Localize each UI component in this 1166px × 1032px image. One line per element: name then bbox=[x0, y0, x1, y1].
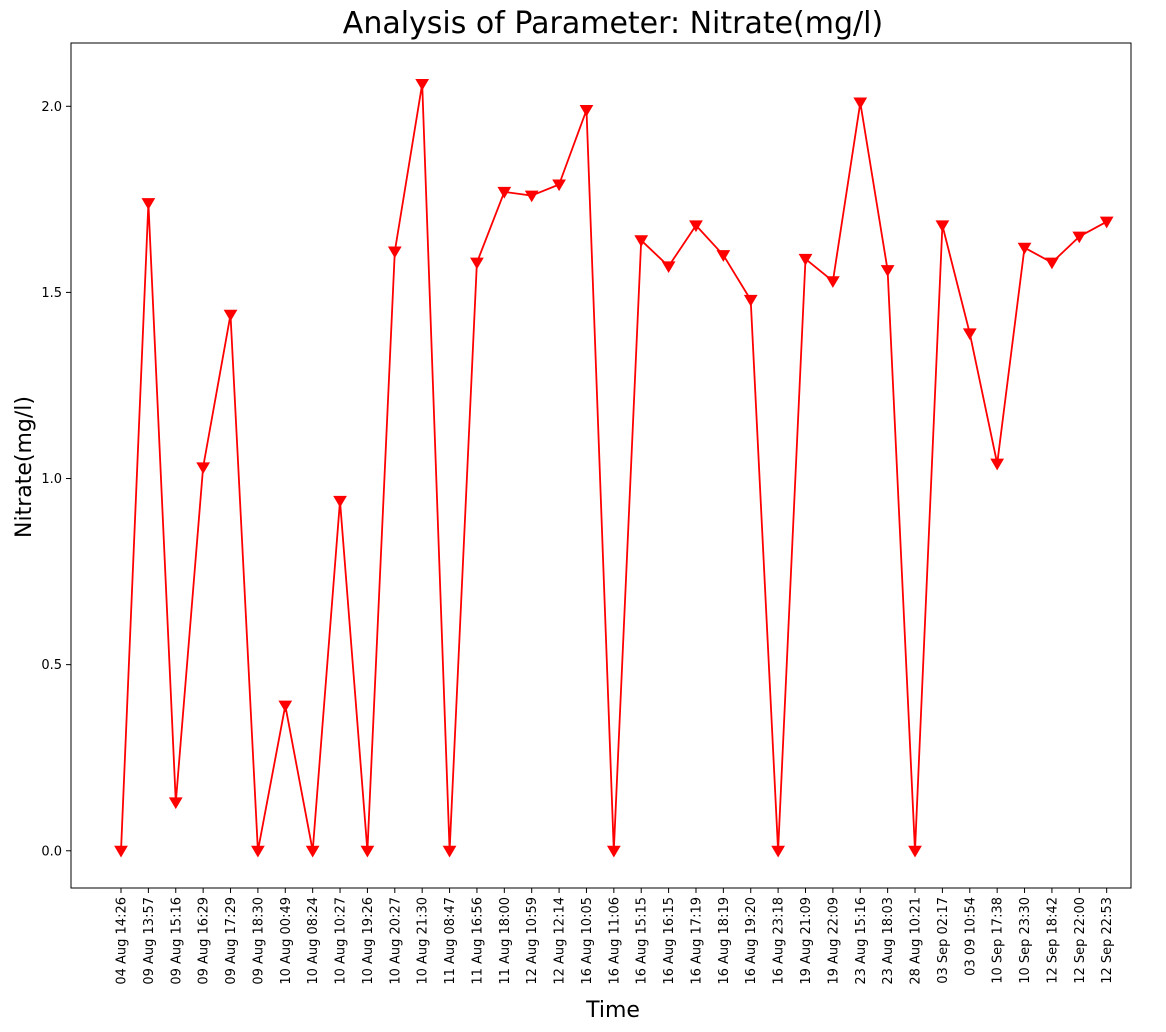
data-point-marker bbox=[415, 78, 430, 91]
data-point-marker bbox=[853, 97, 868, 110]
x-tick-label: 16 Aug 17:19 bbox=[689, 897, 704, 985]
data-point-marker bbox=[606, 845, 621, 858]
x-tick-label: 10 Sep 17:38 bbox=[991, 897, 1006, 984]
x-tick-label: 10 Aug 20:27 bbox=[388, 897, 403, 985]
y-axis-label: Nitrate(mg/l) bbox=[12, 396, 37, 538]
data-point-marker bbox=[1045, 257, 1059, 270]
x-tick-label: 11 Aug 18:00 bbox=[498, 897, 513, 985]
data-point-marker bbox=[524, 190, 539, 203]
data-point-marker bbox=[935, 220, 950, 233]
data-point-marker bbox=[470, 257, 484, 270]
x-tick-label: 16 Aug 19:20 bbox=[744, 897, 759, 985]
x-tick-label: 09 Aug 15:16 bbox=[169, 897, 184, 985]
data-point-marker bbox=[990, 458, 1005, 471]
x-tick-label: 23 Aug 18:03 bbox=[881, 897, 896, 985]
data-point-marker bbox=[497, 186, 512, 199]
x-tick-label: 03 Sep 02:17 bbox=[936, 897, 951, 984]
data-point-marker bbox=[634, 235, 649, 247]
data-point-marker bbox=[387, 246, 402, 259]
x-tick-label: 10 Aug 19:26 bbox=[361, 897, 376, 985]
data-point-marker bbox=[114, 845, 128, 858]
data-point-marker bbox=[278, 700, 293, 713]
data-point-marker bbox=[1072, 231, 1087, 244]
x-tick-label: 04 Aug 14:26 bbox=[115, 897, 130, 985]
x-tick-label: 09 Aug 16:29 bbox=[197, 897, 212, 985]
x-tick-label: 12 Sep 22:53 bbox=[1100, 897, 1115, 984]
data-point-marker bbox=[141, 198, 156, 210]
x-tick-label: 09 Aug 17:29 bbox=[224, 897, 239, 985]
data-point-marker bbox=[196, 462, 211, 475]
x-tick-label: 16 Aug 15:15 bbox=[635, 897, 650, 985]
data-point-marker bbox=[962, 328, 977, 341]
x-tick-label: 11 Aug 08:47 bbox=[443, 897, 458, 985]
x-tick-label: 10 Aug 08:24 bbox=[306, 897, 321, 985]
x-tick-label: 10 Sep 23:30 bbox=[1018, 897, 1033, 984]
x-tick-label: 12 Sep 22:00 bbox=[1073, 897, 1088, 984]
data-point-marker bbox=[223, 309, 238, 322]
x-tick-label: 10 Aug 10:27 bbox=[334, 897, 349, 985]
data-point-marker bbox=[579, 105, 594, 117]
series-line bbox=[120, 83, 1108, 852]
data-point-marker bbox=[168, 797, 183, 810]
x-tick-label: 12 Aug 12:14 bbox=[553, 897, 568, 985]
data-point-marker bbox=[1099, 216, 1114, 229]
x-tick-label: 10 Aug 00:49 bbox=[279, 897, 294, 985]
y-axis: 0.0 0.5 1.0 1.5 2.0 bbox=[41, 100, 71, 859]
x-tick-label: 16 Aug 10:05 bbox=[580, 897, 595, 985]
data-point-marker bbox=[305, 845, 320, 858]
x-tick-label: 23 Aug 15:16 bbox=[854, 897, 869, 985]
x-tick-label: 03 09 10:54 bbox=[963, 897, 978, 976]
x-tick-label: 19 Aug 21:09 bbox=[799, 897, 814, 985]
y-tick-label: 0.0 bbox=[41, 844, 62, 859]
x-tick-label: 16 Aug 23:18 bbox=[772, 897, 787, 985]
x-tick-label: 11 Aug 16:56 bbox=[470, 897, 485, 985]
x-axis-label: Time bbox=[585, 998, 640, 1023]
data-point-marker bbox=[771, 845, 785, 858]
data-point-marker bbox=[689, 220, 703, 233]
x-tick-label: 16 Aug 11:06 bbox=[607, 897, 622, 985]
x-tick-label: 16 Aug 16:15 bbox=[662, 897, 677, 985]
data-point-marker bbox=[880, 265, 895, 277]
data-point-marker bbox=[552, 179, 566, 192]
data-point-marker bbox=[716, 250, 731, 262]
chart-title: Analysis of Parameter: Nitrate(mg/l) bbox=[343, 6, 883, 41]
x-tick-label: 09 Aug 18:30 bbox=[251, 897, 266, 985]
data-point-marker bbox=[743, 294, 758, 307]
data-point-marker bbox=[798, 253, 813, 266]
data-point-marker bbox=[251, 845, 265, 858]
data-point-marker bbox=[333, 495, 347, 508]
x-axis: 04 Aug 14:26 09 Aug 13:57 09 Aug 15:16 09 A… bbox=[115, 888, 1115, 985]
y-tick-label: 1.0 bbox=[41, 472, 62, 487]
y-tick-label: 2.0 bbox=[41, 100, 62, 115]
data-point-marker bbox=[826, 276, 840, 288]
x-tick-label: 12 Aug 10:59 bbox=[525, 897, 540, 985]
data-point-marker bbox=[442, 845, 457, 858]
x-tick-label: 12 Sep 18:42 bbox=[1045, 897, 1060, 984]
data-point-marker bbox=[661, 261, 676, 274]
x-tick-label: 19 Aug 22:09 bbox=[826, 897, 841, 985]
x-tick-label: 10 Aug 21:30 bbox=[416, 897, 431, 985]
x-tick-label: 09 Aug 13:57 bbox=[142, 897, 157, 985]
y-tick-label: 1.5 bbox=[41, 286, 62, 301]
data-point-marker bbox=[360, 845, 375, 858]
data-point-marker bbox=[1017, 242, 1032, 255]
x-tick-label: 28 Aug 10:21 bbox=[909, 897, 924, 985]
plot-area-frame bbox=[70, 42, 1132, 889]
x-tick-label: 16 Aug 18:19 bbox=[717, 897, 732, 985]
y-tick-label: 0.5 bbox=[41, 658, 62, 673]
series-layer bbox=[114, 78, 1114, 858]
data-point-marker bbox=[908, 845, 922, 858]
